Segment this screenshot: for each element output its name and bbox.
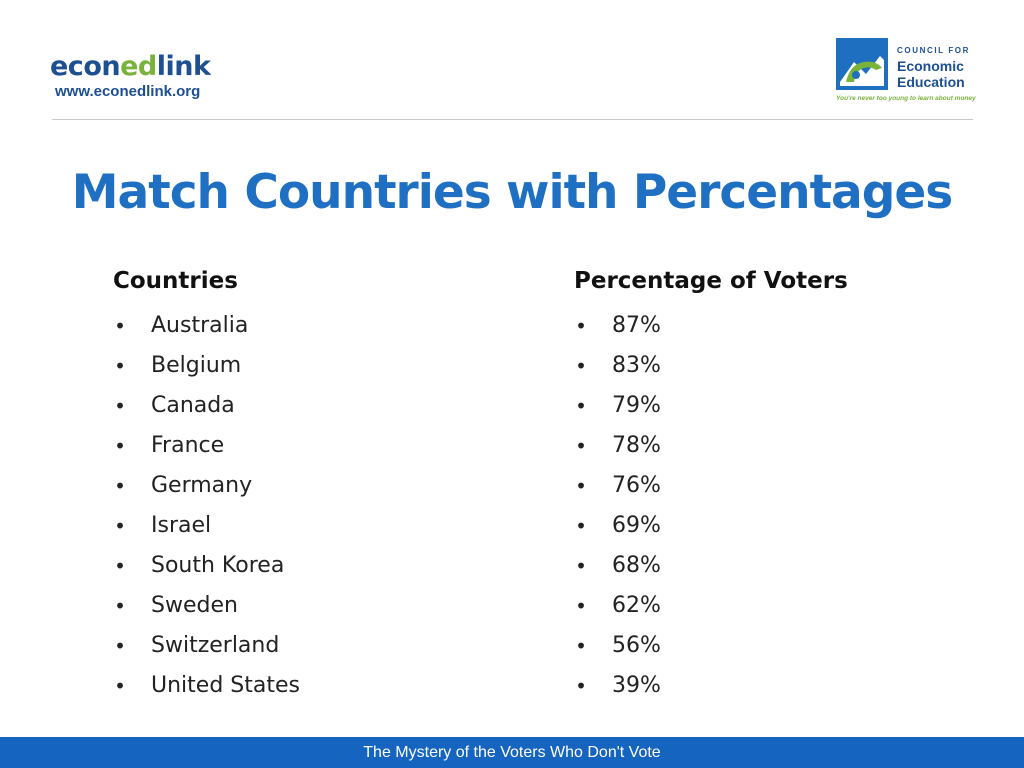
- bullet-icon: •: [114, 394, 126, 418]
- bullet-icon: •: [575, 474, 587, 498]
- country-item: • Israel: [113, 506, 238, 546]
- bullet-icon: •: [114, 554, 126, 578]
- country-name: Switzerland: [151, 633, 280, 658]
- country-item: • Australia: [113, 306, 248, 346]
- percentage-value: 87%: [612, 313, 661, 338]
- bullet-icon: •: [575, 394, 587, 418]
- percentage-value: 69%: [612, 513, 661, 538]
- country-item: • United States: [113, 666, 300, 706]
- bullet-icon: •: [575, 674, 587, 698]
- bullet-icon: •: [575, 314, 587, 338]
- country-item: • South Korea: [113, 546, 284, 586]
- footer-bar: The Mystery of the Voters Who Don't Vote: [0, 737, 1024, 768]
- percentage-item: • 39%: [574, 666, 848, 706]
- country-name: South Korea: [151, 553, 285, 578]
- bullet-icon: •: [114, 434, 126, 458]
- cee-tagline: You're never too young to learn about mo…: [836, 95, 976, 102]
- percentage-value: 56%: [612, 633, 661, 658]
- bullet-icon: •: [114, 474, 126, 498]
- bullet-icon: •: [575, 354, 587, 378]
- country-name: France: [151, 433, 225, 458]
- bullet-icon: •: [575, 594, 587, 618]
- percentage-item: • 76%: [574, 466, 848, 506]
- bullet-icon: •: [114, 634, 126, 658]
- cee-emblem-icon: [836, 38, 888, 90]
- wordmark-link: link: [156, 51, 211, 82]
- econedlink-wordmark: econedlink: [50, 51, 211, 82]
- bullet-icon: •: [114, 674, 126, 698]
- wordmark-ed: ed: [120, 51, 157, 82]
- council-for-economic-education-logo: COUNCIL FOR Economic Education You're ne…: [836, 38, 976, 106]
- percentage-item: • 56%: [574, 626, 848, 666]
- cee-council-for: COUNCIL FOR: [897, 46, 971, 55]
- percentage-value: 68%: [612, 553, 661, 578]
- percentage-item: • 87%: [574, 306, 848, 346]
- countries-column: Countries • Australia • Belgium • Canada • F…: [113, 263, 300, 706]
- cee-economic: Economic: [897, 58, 964, 74]
- bullet-icon: •: [575, 514, 587, 538]
- econedlink-url: www.econedlink.org: [55, 83, 201, 100]
- percentage-value: 39%: [612, 673, 661, 698]
- econedlink-logo: econedlink www.econedlink.org: [50, 51, 211, 101]
- percentages-list: • 87% • 83% • 79% • 78% • 76% • 69% • 68% • 62% …: [574, 306, 848, 706]
- bullet-icon: •: [575, 554, 587, 578]
- country-name: Israel: [151, 513, 212, 538]
- bullet-icon: •: [114, 594, 126, 618]
- country-name: United States: [151, 673, 300, 698]
- countries-header: Countries: [113, 268, 238, 294]
- percentage-item: • 83%: [574, 346, 848, 386]
- percentage-item: • 78%: [574, 426, 848, 466]
- country-name: Australia: [151, 313, 249, 338]
- country-item: • Belgium: [113, 346, 242, 386]
- country-item: • Sweden: [113, 586, 238, 626]
- wordmark-econ: econ: [50, 51, 121, 82]
- country-item: • Germany: [113, 466, 252, 506]
- country-name: Sweden: [151, 593, 238, 618]
- percentage-item: • 62%: [574, 586, 848, 626]
- bullet-icon: •: [114, 314, 126, 338]
- country-name: Germany: [151, 473, 253, 498]
- country-name: Canada: [151, 393, 235, 418]
- bullet-icon: •: [575, 634, 587, 658]
- country-name: Belgium: [151, 353, 242, 378]
- percentage-value: 78%: [612, 433, 661, 458]
- percentage-item: • 79%: [574, 386, 848, 426]
- percentage-value: 79%: [612, 393, 661, 418]
- header-divider: [52, 119, 973, 120]
- bullet-icon: •: [575, 434, 587, 458]
- percentage-item: • 69%: [574, 506, 848, 546]
- cee-education: Education: [897, 74, 965, 90]
- country-item: • France: [113, 426, 238, 466]
- percentage-value: 83%: [612, 353, 661, 378]
- percentage-item: • 68%: [574, 546, 848, 586]
- country-item: • Canada: [113, 386, 238, 426]
- footer-text: The Mystery of the Voters Who Don't Vote: [363, 744, 661, 761]
- countries-list: • Australia • Belgium • Canada • France • Ger…: [113, 306, 300, 706]
- percentage-value: 76%: [612, 473, 661, 498]
- bullet-icon: •: [114, 514, 126, 538]
- percentages-column: Percentage of Voters • 87% • 83% • 79% • 78%…: [574, 263, 848, 706]
- percentage-value: 62%: [612, 593, 661, 618]
- bullet-icon: •: [114, 354, 126, 378]
- slide-title: Match Countries with Percentages: [71, 165, 954, 220]
- percentages-header: Percentage of Voters: [574, 268, 848, 294]
- country-item: • Switzerland: [113, 626, 279, 666]
